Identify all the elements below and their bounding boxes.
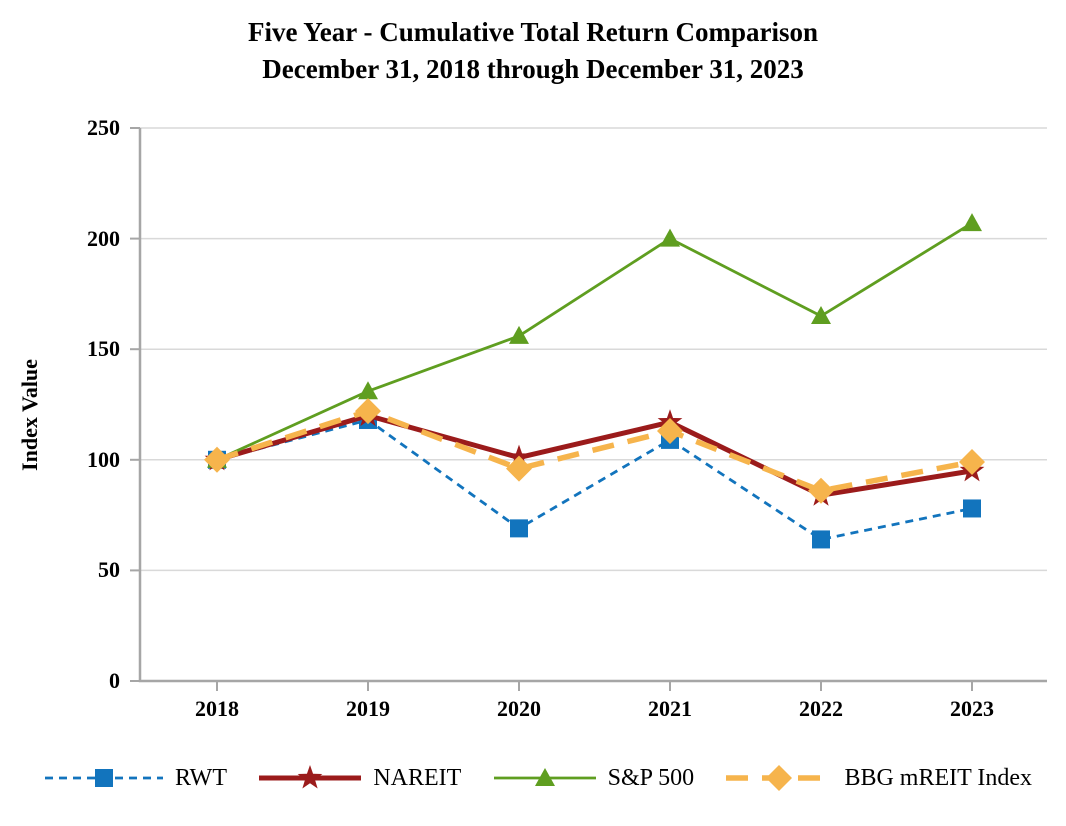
legend-label-bbg-mreit: BBG mREIT Index [844,764,1032,791]
legend-label-rwt: RWT [175,764,227,791]
legend-item-bbg-mreit: BBG mREIT Index [723,760,1032,796]
diamond-marker-BBG mREIT Index-2019 [355,398,381,425]
legend-label-sp500: S&P 500 [607,764,695,791]
diamond-marker-BBG mREIT Index-2020 [506,455,532,482]
chart-title: Five Year - Cumulative Total Return Comp… [0,14,1066,88]
legend-item-rwt: RWT [42,760,227,796]
nareit-line-marker-icon [259,765,362,789]
triangle-marker-S&P 500-2023 [962,213,982,232]
square-legend-marker-RWT [95,769,113,787]
series-line-RWT [216,418,973,541]
x-tick-label-2021: 2021 [648,696,692,721]
legend-item-sp500: S&P 500 [491,760,694,796]
series-line-BBG mREIT Index [216,408,973,494]
diamond-marker-BBG mREIT Index-2023 [959,449,985,476]
sp500-line-marker-icon [493,768,596,786]
series-RWT [208,410,981,549]
triangle-marker-S&P 500-2021 [660,228,680,247]
legend-item-nareit: NAREIT [256,760,461,796]
diamond-marker-BBG mREIT Index-2022 [808,477,834,504]
rwt-line-marker-icon [45,769,163,787]
triangle-marker-S&P 500-2020 [509,325,529,344]
chart-title-line2: December 31, 2018 through December 31, 2… [262,54,804,84]
series-line-S&P 500 [216,221,973,462]
y-tick-label-200: 200 [87,226,120,251]
square-marker-RWT-2020 [510,519,528,538]
y-tick-label-0: 0 [109,668,120,693]
y-tick-label-50: 50 [98,557,120,582]
triangle-marker-S&P 500-2019 [358,381,378,400]
series-line-NAREIT [216,412,973,498]
series-BBG mREIT Index [204,398,985,504]
triangle-legend-marker-S&P 500 [534,768,555,786]
chart-title-line1: Five Year - Cumulative Total Return Comp… [248,17,818,47]
y-tick-label-100: 100 [87,447,120,472]
legend: RWT NAREIT S&P 500 BBG mREIT Index [42,750,1032,806]
x-tick-label-2019: 2019 [346,696,390,721]
legend-label-nareit: NAREIT [373,764,462,791]
square-marker-RWT-2023 [963,499,981,518]
bbg-mreit-line-marker-icon [726,765,833,791]
x-tick-label-2023: 2023 [950,696,994,721]
diamond-marker-BBG mREIT Index-2021 [657,418,683,445]
x-tick-label-2022: 2022 [799,696,843,721]
triangle-marker-S&P 500-2022 [811,306,831,325]
x-tick-label-2018: 2018 [195,696,239,721]
x-tick-label-2020: 2020 [497,696,541,721]
diamond-legend-marker-BBG mREIT Index [766,765,793,791]
y-tick-label-150: 150 [87,336,120,361]
square-marker-RWT-2022 [812,530,830,549]
series-NAREIT [204,402,985,506]
diamond-marker-BBG mREIT Index-2018 [204,446,230,473]
y-tick-label-250: 250 [87,115,120,140]
star-legend-marker-NAREIT [297,765,323,789]
